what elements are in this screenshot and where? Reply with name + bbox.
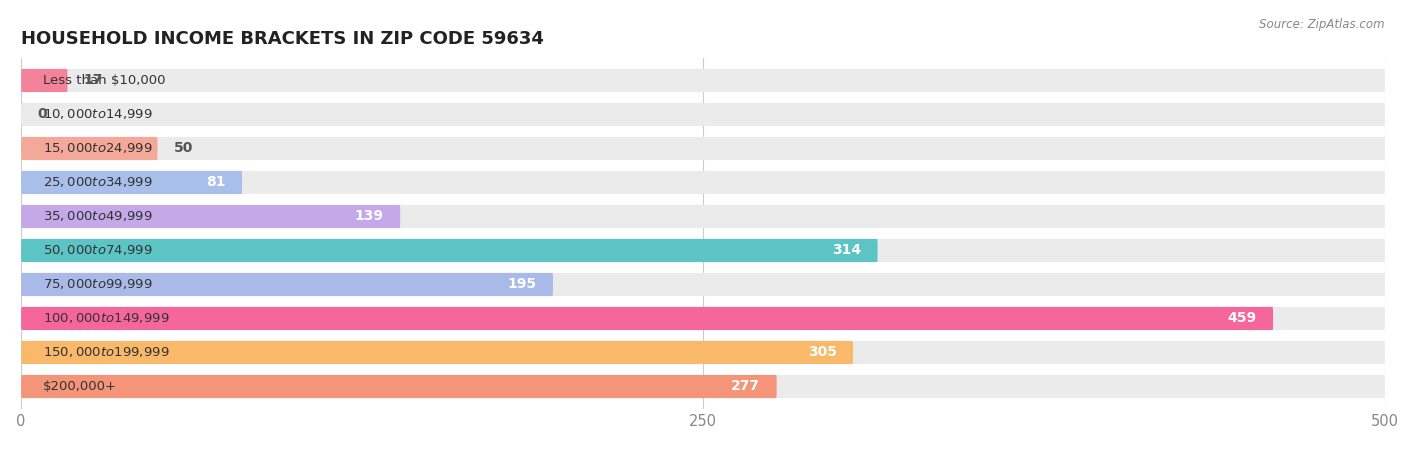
FancyBboxPatch shape [21,137,1385,160]
FancyBboxPatch shape [21,239,1385,262]
Text: $75,000 to $99,999: $75,000 to $99,999 [44,277,153,291]
FancyBboxPatch shape [21,341,1385,364]
FancyBboxPatch shape [21,171,242,194]
FancyBboxPatch shape [21,375,1385,398]
FancyBboxPatch shape [21,273,1385,296]
Text: $150,000 to $199,999: $150,000 to $199,999 [44,345,170,360]
Text: $100,000 to $149,999: $100,000 to $149,999 [44,312,170,326]
FancyBboxPatch shape [21,341,853,364]
Text: HOUSEHOLD INCOME BRACKETS IN ZIP CODE 59634: HOUSEHOLD INCOME BRACKETS IN ZIP CODE 59… [21,31,544,48]
FancyBboxPatch shape [21,171,1385,194]
FancyBboxPatch shape [21,307,1385,330]
FancyBboxPatch shape [21,239,877,262]
Text: $50,000 to $74,999: $50,000 to $74,999 [44,243,153,257]
Text: $35,000 to $49,999: $35,000 to $49,999 [44,210,153,224]
FancyBboxPatch shape [21,205,1385,228]
FancyBboxPatch shape [21,137,157,160]
Text: 50: 50 [174,141,193,155]
FancyBboxPatch shape [21,205,401,228]
FancyBboxPatch shape [21,103,1385,126]
Text: 81: 81 [207,176,226,189]
Text: $15,000 to $24,999: $15,000 to $24,999 [44,141,153,155]
Text: $25,000 to $34,999: $25,000 to $34,999 [44,176,153,189]
Text: $10,000 to $14,999: $10,000 to $14,999 [44,107,153,122]
Text: 139: 139 [354,210,384,224]
Text: Less than $10,000: Less than $10,000 [44,74,166,87]
Text: 277: 277 [731,379,761,393]
Text: Source: ZipAtlas.com: Source: ZipAtlas.com [1260,18,1385,31]
FancyBboxPatch shape [21,375,776,398]
Text: 17: 17 [84,74,103,88]
FancyBboxPatch shape [21,69,1385,92]
Text: $200,000+: $200,000+ [44,380,117,393]
Text: 459: 459 [1227,312,1257,326]
FancyBboxPatch shape [21,273,553,296]
Text: 0: 0 [38,107,46,122]
FancyBboxPatch shape [21,69,67,92]
Text: 195: 195 [508,277,537,291]
Text: 314: 314 [832,243,862,257]
FancyBboxPatch shape [21,307,1272,330]
Text: 305: 305 [807,345,837,360]
